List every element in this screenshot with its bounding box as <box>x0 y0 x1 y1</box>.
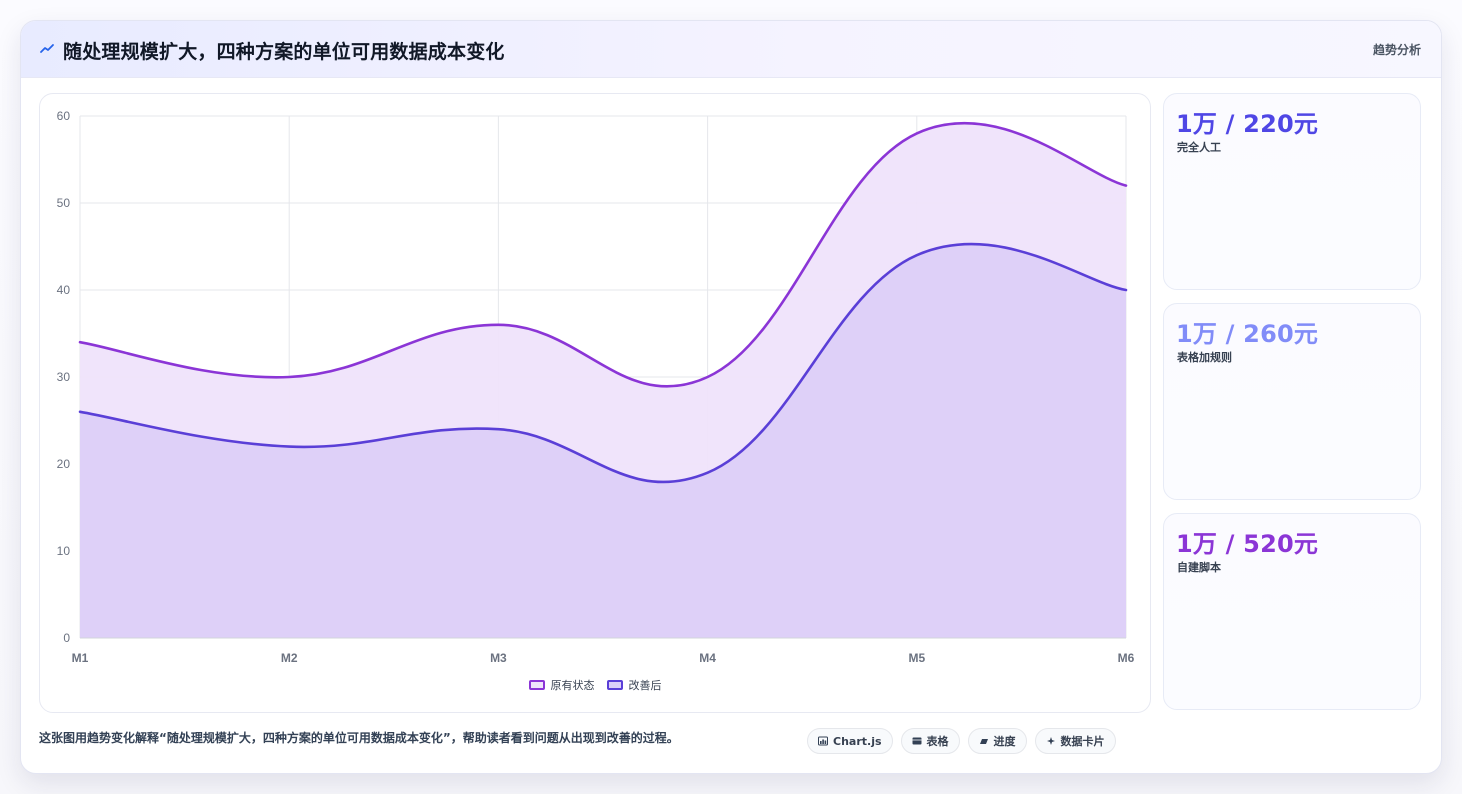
pill-label-datacard: 数据卡片 <box>1060 735 1105 748</box>
x-tick-label: M1 <box>72 651 89 665</box>
x-tick-label: M5 <box>908 651 925 665</box>
pill-progress[interactable]: 进度 <box>967 728 1027 754</box>
series-line-0 <box>78 121 1128 388</box>
y-tick-label: 60 <box>57 109 71 123</box>
legend-label-original: 原有状态 <box>550 679 595 692</box>
series-area-1 <box>80 244 1126 638</box>
legend-swatch-original <box>528 680 545 690</box>
card-header: 随处理规模扩大，四种方案的单位可用数据成本变化 趋势分析 <box>21 21 1441 78</box>
stat-label-manual: 完全人工 <box>1177 141 1221 154</box>
card-icon <box>1046 736 1056 746</box>
table-icon <box>912 736 922 746</box>
tag-pills: Chart.js 表格 进度 数据卡片 <box>807 727 1116 755</box>
progress-icon <box>979 736 989 746</box>
trend-line-icon <box>39 41 55 57</box>
header-tag: 趋势分析 <box>1372 43 1421 57</box>
stat-value-script: 1万 / 520元 <box>1176 530 1319 558</box>
y-tick-label: 0 <box>63 631 70 645</box>
page-title: 随处理规模扩大，四种方案的单位可用数据成本变化 <box>63 41 505 63</box>
stat-card-script: 1万 / 520元 自建脚本 <box>1163 513 1421 710</box>
pill-label-table: 表格 <box>926 735 949 748</box>
stat-card-manual: 1万 / 220元 完全人工 <box>1163 93 1421 290</box>
chart-legend: 原有状态 改善后 <box>40 674 1150 696</box>
x-tick-label: M3 <box>490 651 507 665</box>
y-tick-label: 20 <box>57 457 71 471</box>
pill-datacard[interactable]: 数据卡片 <box>1034 728 1116 754</box>
pill-label-progress: 进度 <box>993 735 1016 748</box>
stat-sidebar: 1万 / 220元 完全人工 1万 / 260元 表格加规则 1万 / 520元… <box>1163 93 1421 711</box>
legend-item-original[interactable]: 原有状态 <box>528 677 595 693</box>
dashboard-card: 随处理规模扩大，四种方案的单位可用数据成本变化 趋势分析 0 10 20 30 40 50… <box>20 20 1442 774</box>
y-tick-label: 30 <box>57 370 71 384</box>
series-line-1 <box>78 242 1128 484</box>
x-tick-label: M2 <box>281 651 298 665</box>
y-tick-label: 10 <box>57 544 71 558</box>
x-tick-label: M6 <box>1118 651 1135 665</box>
x-tick-label: M4 <box>699 651 716 665</box>
legend-swatch-improved <box>606 680 623 690</box>
y-tick-label: 40 <box>57 283 71 297</box>
chart-description: 这张图用趋势变化解释“随处理规模扩大，四种方案的单位可用数据成本变化”，帮助读者… <box>39 731 679 745</box>
pill-label-chartjs: Chart.js <box>833 734 882 748</box>
legend-item-improved[interactable]: 改善后 <box>606 677 662 693</box>
legend-label-improved: 改善后 <box>628 679 662 692</box>
stat-value-manual: 1万 / 220元 <box>1176 110 1319 138</box>
pill-table[interactable]: 表格 <box>900 728 960 754</box>
chart-icon <box>818 736 828 746</box>
stat-label-spreadsheet: 表格加规则 <box>1177 351 1232 364</box>
stat-card-spreadsheet: 1万 / 260元 表格加规则 <box>1163 303 1421 500</box>
y-tick-label: 50 <box>57 196 71 210</box>
chart-panel: 0 10 20 30 40 50 60 M1 M2 M3 M4 M5 M6 原有状态 改善后 <box>39 93 1151 713</box>
area-chart: 0 10 20 30 40 50 60 M1 M2 M3 M4 M5 M6 <box>57 109 1135 665</box>
pill-chartjs[interactable]: Chart.js <box>807 728 893 754</box>
stat-value-spreadsheet: 1万 / 260元 <box>1176 320 1319 348</box>
stat-label-script: 自建脚本 <box>1177 561 1221 574</box>
